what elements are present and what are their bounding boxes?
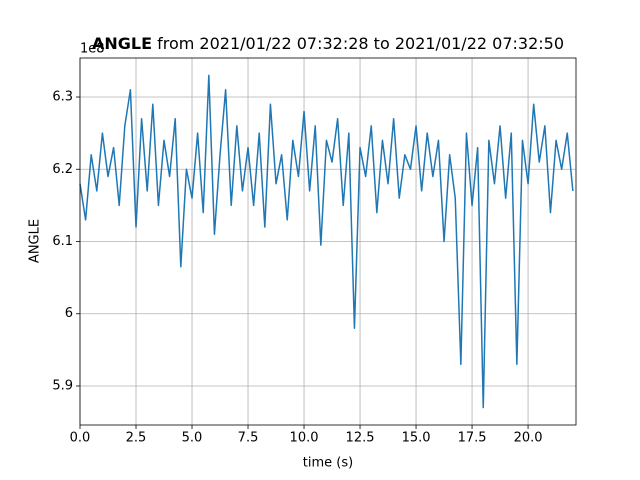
offset-text: 1e8 <box>80 42 105 57</box>
y-tick-label: 5.9 <box>52 378 73 393</box>
title-bold: ANGLE <box>92 34 152 53</box>
x-tick-label: 10.0 <box>290 431 319 446</box>
data-line <box>79 74 574 409</box>
y-tick-label: 6.1 <box>52 234 73 249</box>
axes-frame <box>79 57 577 426</box>
x-tick-label: 5.0 <box>182 431 203 446</box>
x-tick-label: 2.5 <box>126 431 147 446</box>
x-tick-label: 15.0 <box>402 431 431 446</box>
x-tick-label: 0.0 <box>70 431 91 446</box>
x-axis-label: time (s) <box>303 456 353 471</box>
y-tick-label: 6 <box>65 306 73 321</box>
x-tick-label: 17.5 <box>458 431 487 446</box>
y-tick-label: 6.3 <box>52 90 73 105</box>
y-axis-label: ANGLE <box>28 219 43 263</box>
y-tick-label: 6.2 <box>52 162 73 177</box>
chart-title: ANGLE from 2021/01/22 07:32:28 to 2021/0… <box>92 34 564 53</box>
x-tick-label: 12.5 <box>346 431 375 446</box>
title-rest: from 2021/01/22 07:32:28 to 2021/01/22 0… <box>157 34 564 53</box>
x-tick-label: 7.5 <box>238 431 259 446</box>
x-tick-label: 20.0 <box>514 431 543 446</box>
